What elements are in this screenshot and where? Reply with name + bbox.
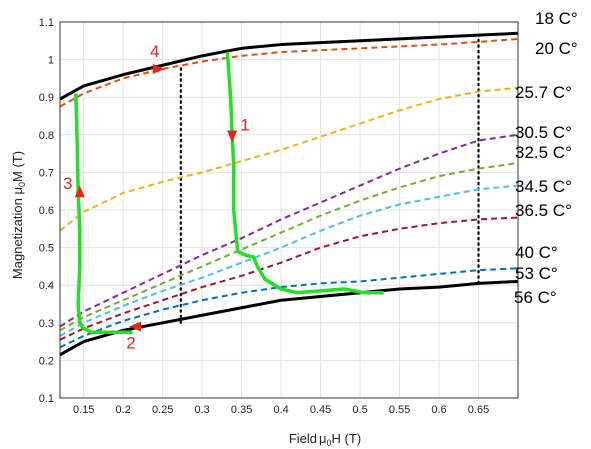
green-path: [74, 51, 384, 334]
series-label: 25.7 C°: [515, 83, 572, 102]
x-tick-label: 0.15: [73, 404, 94, 416]
y-tick-label: 0.2: [39, 355, 54, 367]
cycle-path-right: [225, 51, 384, 295]
series-line: [59, 86, 519, 232]
cycle-path-left: [74, 93, 133, 334]
series-label: 56 C°: [514, 288, 557, 307]
series-label: 40 C°: [515, 243, 558, 262]
series-line: [59, 133, 519, 328]
x-tick-label: 0.45: [310, 404, 331, 416]
series-label: 32.5 C°: [515, 143, 572, 162]
y-axis-title: Magnetization μ0M (T): [10, 151, 27, 279]
y-tick-label: 0.8: [39, 130, 54, 142]
series-line: [59, 216, 519, 341]
y-tick-label: 0.6: [39, 205, 54, 217]
series-label: 53 C°: [515, 264, 558, 283]
arrow-head: [74, 185, 85, 198]
step-number: 1: [240, 116, 249, 135]
y-tick-label: 0.3: [39, 318, 54, 330]
x-tick-label: 0.65: [468, 404, 489, 416]
step-number: 2: [126, 334, 135, 353]
series-lines: [59, 31, 519, 357]
series-label: 20 C°: [535, 39, 578, 58]
y-tick-label: 0.9: [39, 92, 54, 104]
axes: 0.15 0.2 0.25 0.3 0.35 0.4 0.45 0.5 0.55 0.6 0.65 0…: [39, 17, 519, 416]
y-tick-label: 1: [48, 55, 54, 67]
arrow-head: [152, 64, 165, 74]
x-tick-label: 0.6: [431, 404, 446, 416]
y-tick-label: 1.1: [39, 17, 54, 29]
dotted-guides: [179, 34, 480, 324]
x-tick-label: 0.35: [231, 404, 252, 416]
y-tick-label: 0.1: [39, 393, 54, 405]
series-labels: 18 C° 20 C° 25.7 C° 30.5 C°32.5 C° 34.5 C° 36…: [514, 9, 578, 307]
series-line: [59, 184, 519, 337]
x-axis-title: Field μ0H (T): [289, 431, 361, 448]
series-line: [59, 31, 519, 101]
series-label: 18 C°: [535, 9, 578, 28]
arrow-head: [227, 130, 238, 143]
series-label: 36.5 C°: [515, 201, 572, 220]
y-tick-label: 0.7: [39, 167, 54, 179]
series-line: [59, 162, 519, 332]
plot-frame: [59, 21, 519, 399]
x-tick-label: 0.4: [273, 404, 288, 416]
series-label: 34.5 C°: [515, 177, 572, 196]
x-tick-label: 0.55: [389, 404, 410, 416]
series-label: 30.5 C°: [515, 123, 572, 142]
step-number: 3: [63, 174, 72, 193]
arrow-head: [129, 321, 142, 332]
step-arrows: 1 2 3 4: [63, 42, 250, 353]
step-number: 4: [150, 42, 159, 61]
x-tick-label: 0.2: [116, 404, 131, 416]
x-tick-label: 0.3: [194, 404, 209, 416]
y-tick-label: 0.4: [39, 280, 54, 292]
y-tick-label: 0.5: [39, 243, 54, 255]
x-tick-label: 0.25: [152, 404, 173, 416]
series-line: [59, 279, 519, 357]
x-tick-label: 0.5: [352, 404, 367, 416]
